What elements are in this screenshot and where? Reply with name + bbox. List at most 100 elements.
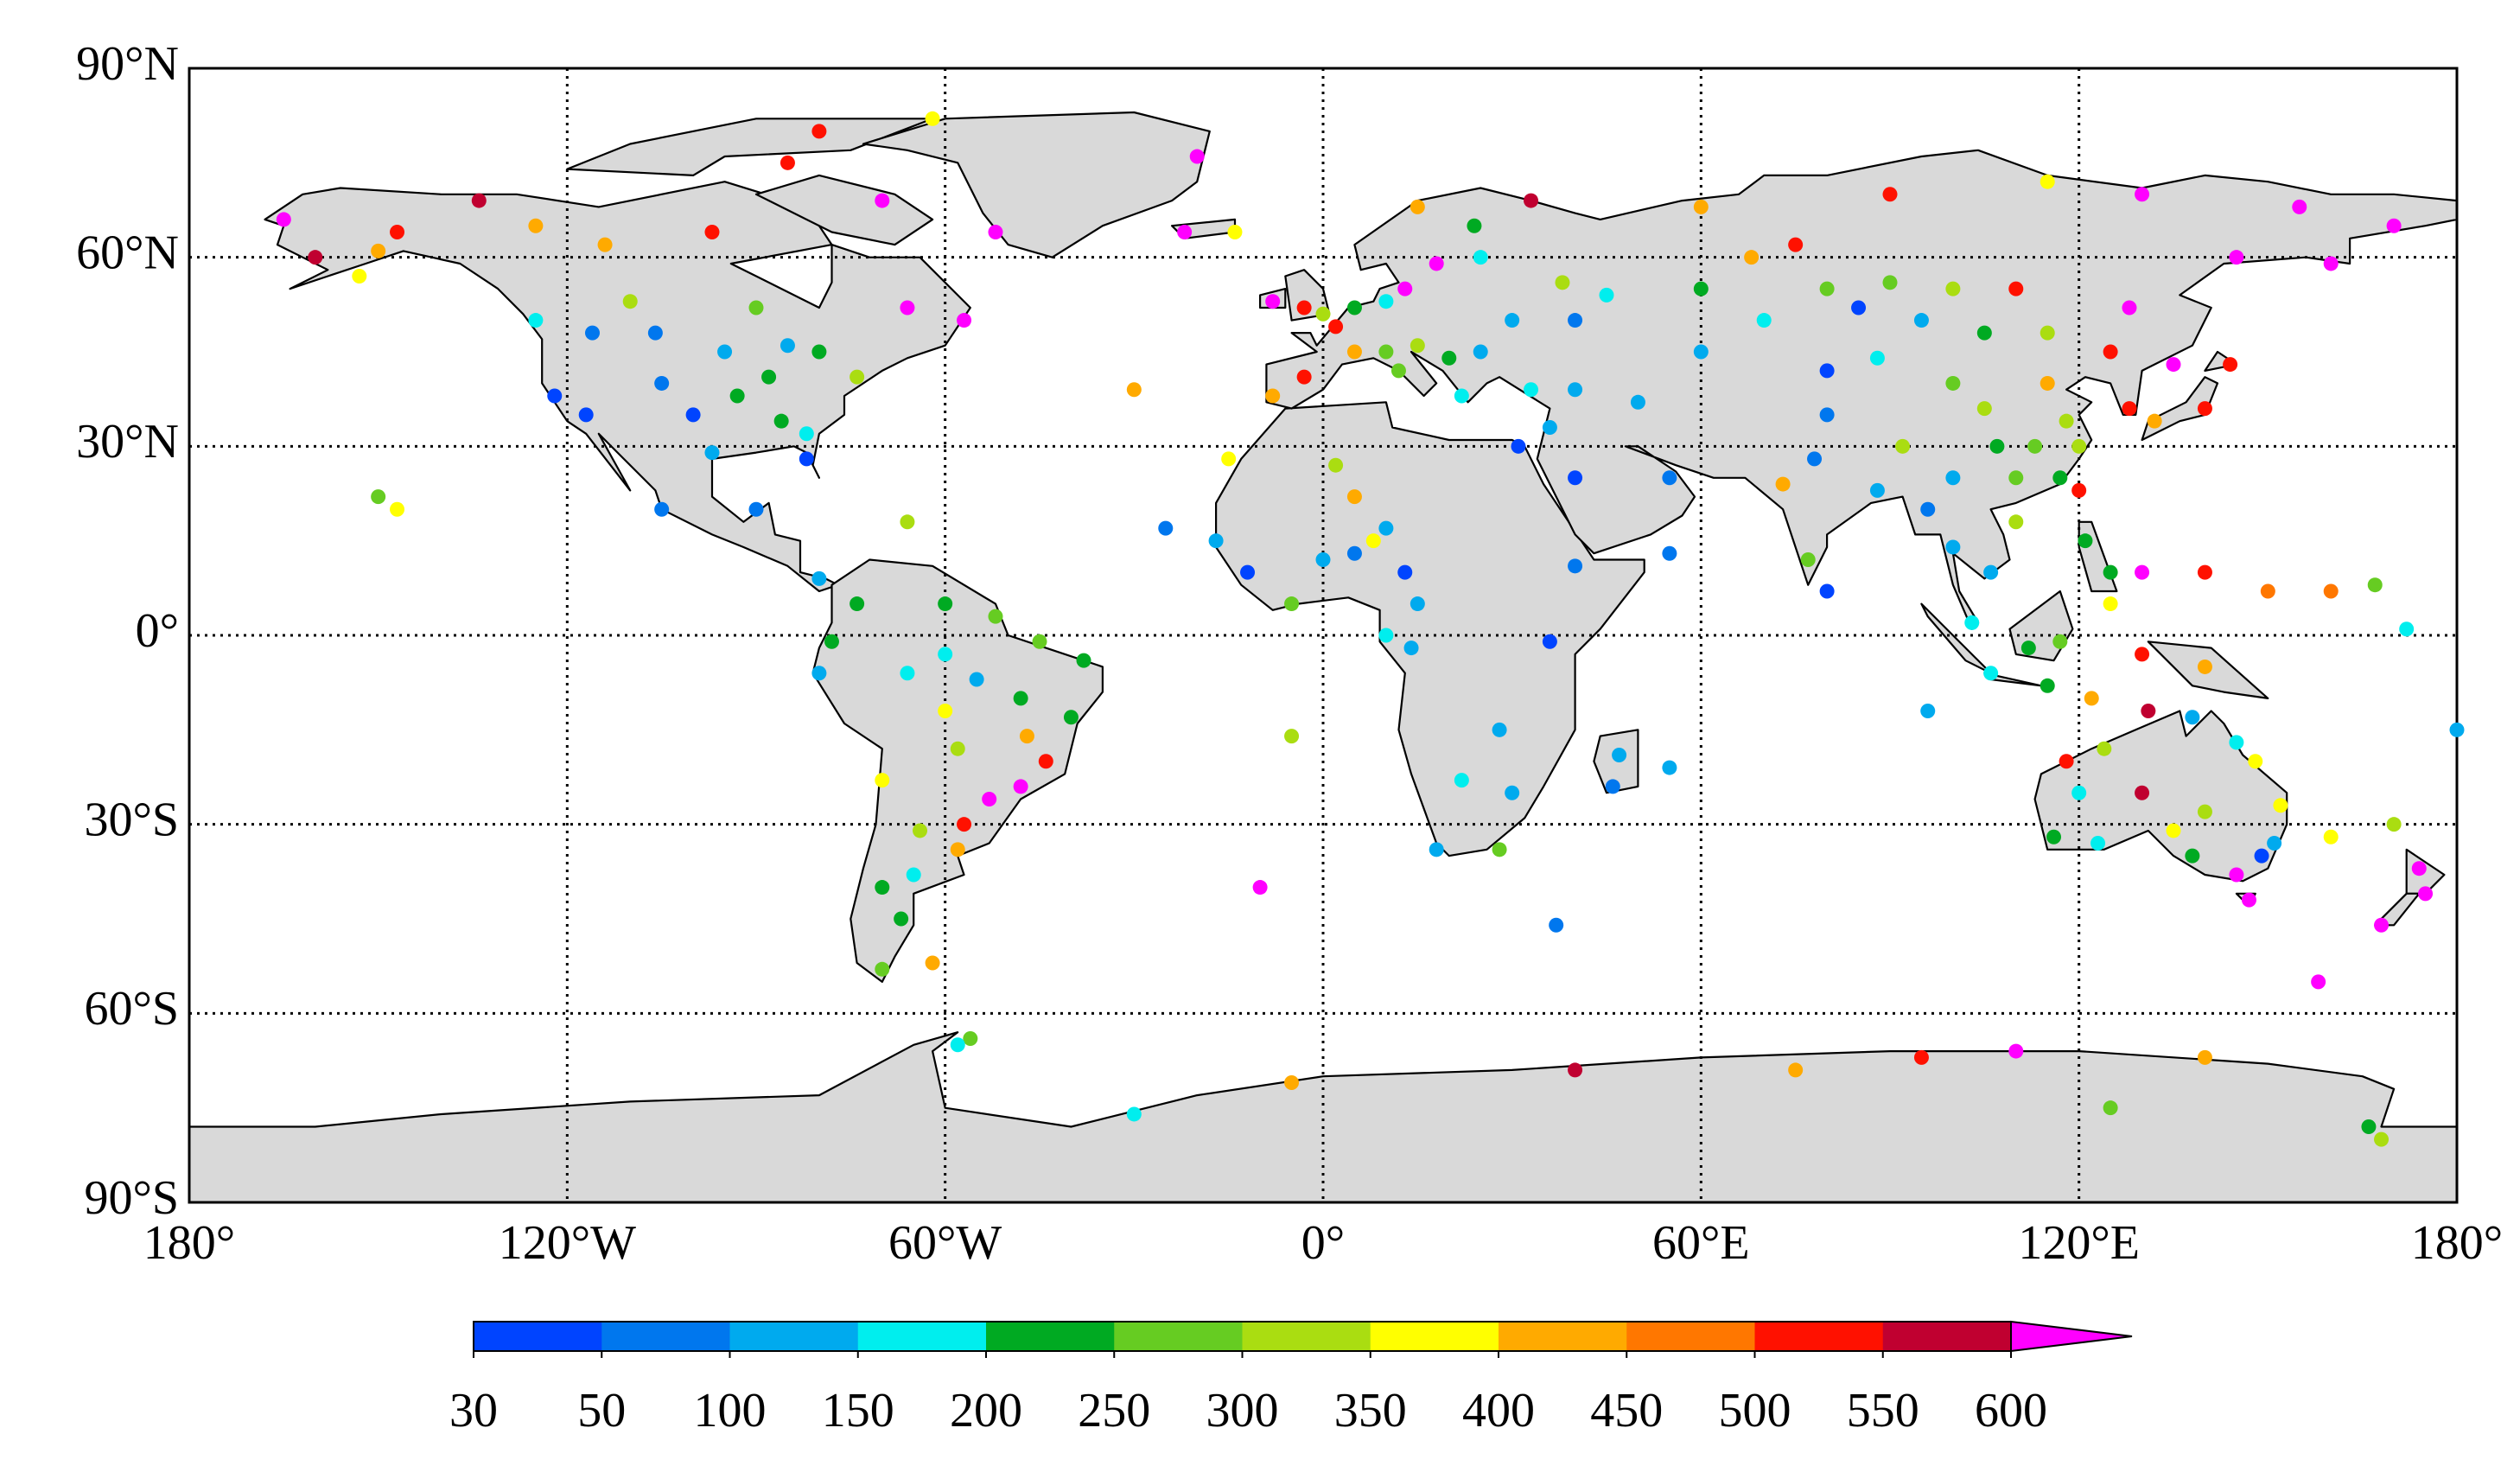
station-point bbox=[1158, 520, 1174, 536]
land bbox=[862, 111, 1211, 258]
station-point bbox=[647, 325, 663, 341]
station-point bbox=[2027, 438, 2043, 454]
colorbar-tick-label: 250 bbox=[1078, 1384, 1150, 1437]
station-point bbox=[1505, 785, 1520, 800]
station-point bbox=[1869, 482, 1885, 498]
station-point bbox=[1492, 842, 1507, 857]
station-point bbox=[1788, 237, 1804, 252]
station-point bbox=[1568, 1062, 1583, 1078]
station-point bbox=[1315, 552, 1331, 568]
station-point bbox=[875, 773, 890, 788]
station-point bbox=[963, 1030, 978, 1046]
station-point bbox=[938, 647, 953, 662]
station-point bbox=[1945, 375, 1961, 391]
station-point bbox=[1284, 1075, 1300, 1091]
station-point bbox=[1913, 313, 1929, 328]
station-point bbox=[1410, 596, 1425, 612]
station-point bbox=[1013, 691, 1028, 706]
land bbox=[1920, 602, 1992, 674]
land bbox=[2078, 520, 2118, 593]
map-frame bbox=[188, 67, 2459, 1204]
station-point bbox=[799, 426, 814, 442]
station-point bbox=[988, 609, 1003, 624]
station-point bbox=[1744, 250, 1760, 265]
station-point bbox=[1492, 722, 1507, 737]
station-point bbox=[1063, 710, 1079, 725]
station-point bbox=[371, 489, 386, 505]
station-point bbox=[1920, 501, 1936, 517]
station-point bbox=[2103, 596, 2118, 612]
station-point bbox=[2197, 401, 2212, 417]
station-point bbox=[1454, 388, 1469, 404]
station-point bbox=[1473, 344, 1488, 360]
station-point bbox=[2059, 754, 2074, 769]
station-point bbox=[1511, 438, 1526, 454]
station-point bbox=[1019, 729, 1034, 744]
station-point bbox=[1284, 596, 1300, 612]
station-point bbox=[2273, 798, 2288, 813]
y-tick-label: 0° bbox=[136, 604, 179, 658]
station-point bbox=[811, 124, 827, 139]
y-tick-label: 90°N bbox=[76, 37, 179, 91]
colorbar-tick-label: 600 bbox=[1975, 1384, 2047, 1437]
colorbar-tick-label: 300 bbox=[1206, 1384, 1279, 1437]
station-point bbox=[2020, 641, 2036, 656]
station-point bbox=[1265, 294, 1281, 309]
station-point bbox=[2135, 564, 2150, 580]
station-point bbox=[906, 867, 921, 883]
station-point bbox=[982, 792, 997, 807]
station-point bbox=[1296, 369, 1312, 385]
station-point bbox=[748, 300, 764, 316]
station-point bbox=[938, 703, 953, 718]
station-point bbox=[1599, 287, 1614, 303]
station-point bbox=[824, 634, 839, 649]
station-point bbox=[1693, 199, 1709, 214]
station-point bbox=[2241, 892, 2256, 908]
land bbox=[264, 181, 971, 593]
colorbar-segment bbox=[1499, 1322, 1627, 1351]
y-tick-label: 30°S bbox=[84, 794, 179, 847]
station-point bbox=[1296, 300, 1312, 316]
station-point bbox=[2449, 722, 2465, 737]
station-point bbox=[2040, 174, 2055, 189]
x-tick-label: 60°E bbox=[1652, 1216, 1750, 1270]
station-point bbox=[957, 817, 972, 832]
colorbar-segment bbox=[1882, 1322, 2012, 1351]
station-point bbox=[704, 225, 720, 240]
station-point bbox=[850, 596, 865, 612]
station-point bbox=[1693, 344, 1709, 360]
station-point bbox=[811, 666, 827, 681]
station-point bbox=[2040, 375, 2055, 391]
station-point bbox=[2059, 413, 2074, 429]
land bbox=[754, 174, 934, 246]
station-point bbox=[1549, 917, 1564, 933]
station-point bbox=[2399, 621, 2415, 637]
station-point bbox=[2311, 974, 2326, 990]
station-point bbox=[1568, 470, 1583, 486]
station-point bbox=[685, 407, 701, 423]
station-point bbox=[1397, 564, 1413, 580]
station-point bbox=[1989, 438, 2005, 454]
x-tick-label: 60°W bbox=[888, 1216, 1002, 1270]
station-point bbox=[1378, 520, 1394, 536]
x-tick-label: 180° bbox=[143, 1216, 235, 1270]
station-point bbox=[1177, 225, 1193, 240]
station-point bbox=[1945, 470, 1961, 486]
station-point bbox=[780, 338, 795, 354]
station-point bbox=[2323, 583, 2339, 599]
x-tick-label: 120°E bbox=[2018, 1216, 2140, 1270]
y-tick-label: 60°N bbox=[76, 226, 179, 280]
station-point bbox=[276, 212, 291, 227]
station-point bbox=[1032, 634, 1047, 649]
station-point bbox=[2197, 564, 2212, 580]
station-point bbox=[900, 300, 915, 316]
station-point bbox=[2197, 1049, 2212, 1065]
station-point bbox=[875, 193, 890, 208]
station-point bbox=[1454, 773, 1469, 788]
colorbar-tick-label: 400 bbox=[1462, 1384, 1535, 1437]
colorbar-segment bbox=[986, 1322, 1115, 1351]
station-point bbox=[900, 514, 915, 530]
station-point bbox=[1800, 552, 1816, 568]
land bbox=[811, 558, 1104, 983]
station-point bbox=[547, 388, 563, 404]
